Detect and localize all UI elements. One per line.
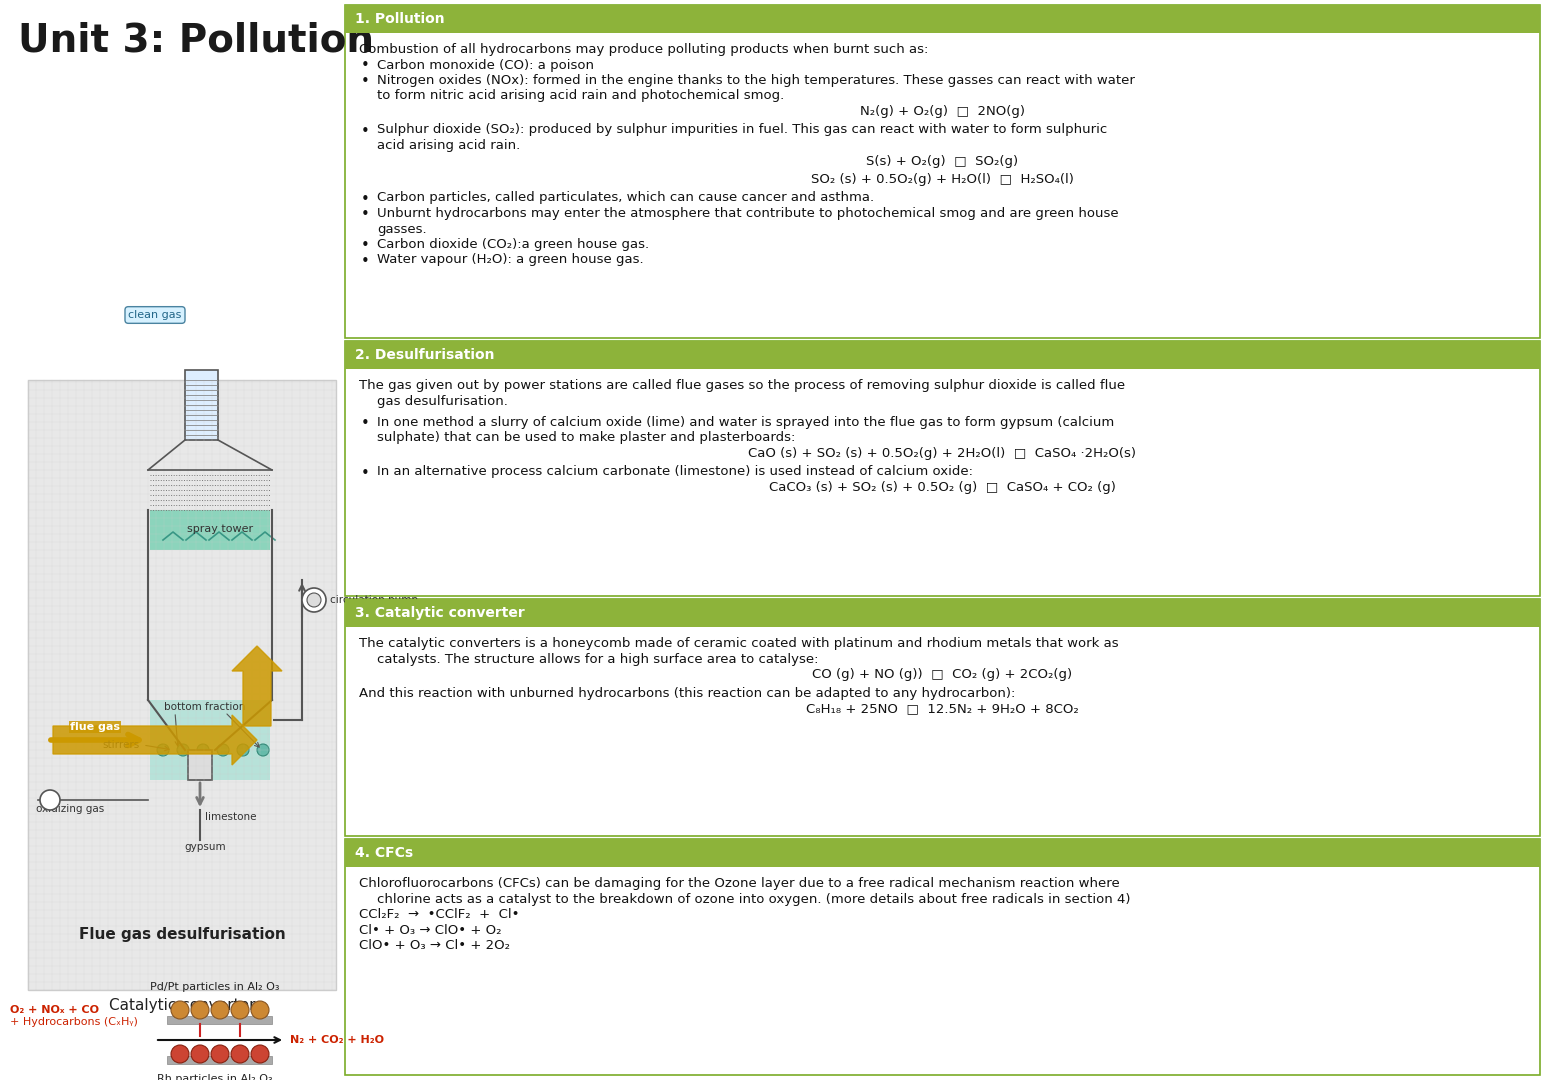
Circle shape (190, 1045, 209, 1063)
Bar (345, 5, 1540, 338)
Text: C₈H₁₈ + 25NO  □  12.5N₂ + 9H₂O + 8CO₂: C₈H₁₈ + 25NO □ 12.5N₂ + 9H₂O + 8CO₂ (805, 702, 1078, 715)
Text: CaCO₃ (s) + SO₂ (s) + 0.5O₂ (g)  □  CaSO₄ + CO₂ (g): CaCO₃ (s) + SO₂ (s) + 0.5O₂ (g) □ CaSO₄ … (769, 481, 1115, 494)
Text: •: • (360, 238, 370, 253)
Text: Combustion of all hydrocarbons may produce polluting products when burnt such as: Combustion of all hydrocarbons may produ… (359, 43, 928, 56)
Bar (345, 341, 1540, 369)
Text: •: • (360, 75, 370, 89)
Text: And this reaction with unburned hydrocarbons (this reaction can be adapted to an: And this reaction with unburned hydrocar… (359, 687, 1016, 700)
Circle shape (257, 744, 268, 756)
Text: SO₂ (s) + 0.5O₂(g) + H₂O(l)  □  H₂SO₄(l): SO₂ (s) + 0.5O₂(g) + H₂O(l) □ H₂SO₄(l) (811, 173, 1073, 186)
Text: gypsum: gypsum (184, 842, 226, 852)
Text: N₂ + CO₂ + H₂O: N₂ + CO₂ + H₂O (290, 1035, 384, 1045)
Bar (345, 5, 1540, 33)
Circle shape (190, 1001, 209, 1020)
Text: CaO (s) + SO₂ (s) + 0.5O₂(g) + 2H₂O(l)  □  CaSO₄ ·2H₂O(s): CaO (s) + SO₂ (s) + 0.5O₂(g) + 2H₂O(l) □… (747, 447, 1136, 460)
Circle shape (158, 744, 168, 756)
Text: Carbon monoxide (CO): a poison: Carbon monoxide (CO): a poison (378, 58, 594, 71)
Circle shape (172, 1001, 189, 1020)
Text: Nitrogen oxides (NOx): formed in the engine thanks to the high temperatures. The: Nitrogen oxides (NOx): formed in the eng… (378, 75, 1134, 87)
Text: Water vapour (H₂O): a green house gas.: Water vapour (H₂O): a green house gas. (378, 254, 644, 267)
Bar (186, 370, 218, 440)
Text: In one method a slurry of calcium oxide (lime) and water is sprayed into the flu: In one method a slurry of calcium oxide … (378, 416, 1114, 429)
Circle shape (303, 588, 326, 612)
Bar (150, 700, 270, 780)
Circle shape (231, 1045, 250, 1063)
Text: Cl• + O₃ → ClO• + O₂: Cl• + O₃ → ClO• + O₂ (359, 923, 501, 936)
Text: CCl₂F₂  →  •CClF₂  +  Cl•: CCl₂F₂ → •CClF₂ + Cl• (359, 908, 519, 921)
Text: •: • (360, 191, 370, 206)
Circle shape (251, 1045, 268, 1063)
Bar (345, 599, 1540, 836)
Text: Sulphur dioxide (SO₂): produced by sulphur impurities in fuel. This gas can reac: Sulphur dioxide (SO₂): produced by sulph… (378, 123, 1108, 136)
Text: stirrers: stirrers (103, 740, 140, 750)
Text: Unit 3: Pollution: Unit 3: Pollution (19, 22, 374, 60)
Circle shape (217, 744, 229, 756)
Text: 4. CFCs: 4. CFCs (356, 846, 413, 860)
Text: In an alternative process calcium carbonate (limestone) is used instead of calci: In an alternative process calcium carbon… (378, 465, 973, 478)
FancyArrow shape (53, 715, 257, 765)
Text: flue gas: flue gas (70, 723, 120, 732)
Bar (167, 1056, 271, 1064)
Bar (345, 839, 1540, 867)
Text: + Hydrocarbons (CₓHᵧ): + Hydrocarbons (CₓHᵧ) (9, 1017, 137, 1027)
Text: spray tower: spray tower (187, 524, 253, 534)
Text: catalysts. The structure allows for a high surface area to catalyse:: catalysts. The structure allows for a hi… (378, 652, 819, 665)
Circle shape (251, 1001, 268, 1020)
Text: circulation pump: circulation pump (331, 595, 418, 605)
Text: acid arising acid rain.: acid arising acid rain. (378, 139, 519, 152)
Text: Carbon particles, called particulates, which can cause cancer and asthma.: Carbon particles, called particulates, w… (378, 191, 874, 204)
Text: •: • (360, 123, 370, 138)
Circle shape (231, 1001, 250, 1020)
Text: Carbon dioxide (CO₂):a green house gas.: Carbon dioxide (CO₂):a green house gas. (378, 238, 649, 251)
Text: •: • (360, 465, 370, 481)
Text: S(s) + O₂(g)  □  SO₂(g): S(s) + O₂(g) □ SO₂(g) (866, 154, 1019, 167)
Text: 3. Catalytic converter: 3. Catalytic converter (356, 606, 524, 620)
Text: Catalytic converter: Catalytic converter (109, 998, 256, 1013)
Bar (345, 839, 1540, 1075)
Text: •: • (360, 207, 370, 222)
Text: gasses.: gasses. (378, 222, 426, 235)
Bar (189, 750, 212, 780)
Text: Rh particles in Al₂ O₃: Rh particles in Al₂ O₃ (158, 1074, 273, 1080)
Text: •: • (360, 58, 370, 73)
Text: gas desulfurisation.: gas desulfurisation. (378, 394, 509, 407)
Text: O₂ + NOₓ + CO: O₂ + NOₓ + CO (9, 1005, 98, 1015)
Text: limestone: limestone (204, 812, 256, 822)
Text: 1. Pollution: 1. Pollution (356, 12, 445, 26)
Text: The gas given out by power stations are called flue gases so the process of remo: The gas given out by power stations are … (359, 379, 1125, 392)
Bar (345, 599, 1540, 627)
Circle shape (41, 789, 59, 810)
Circle shape (237, 744, 250, 756)
Text: N₂(g) + O₂(g)  □  2NO(g): N₂(g) + O₂(g) □ 2NO(g) (860, 105, 1025, 118)
Circle shape (197, 744, 209, 756)
Text: chlorine acts as a catalyst to the breakdown of ozone into oxygen. (more details: chlorine acts as a catalyst to the break… (378, 892, 1131, 905)
FancyArrow shape (232, 646, 282, 726)
Circle shape (211, 1045, 229, 1063)
Circle shape (176, 744, 189, 756)
Text: •: • (360, 416, 370, 431)
Text: clean gas: clean gas (128, 310, 181, 320)
Text: Unburnt hydrocarbons may enter the atmosphere that contribute to photochemical s: Unburnt hydrocarbons may enter the atmos… (378, 207, 1119, 220)
Text: CO (g) + NO (g))  □  CO₂ (g) + 2CO₂(g): CO (g) + NO (g)) □ CO₂ (g) + 2CO₂(g) (811, 669, 1072, 681)
Circle shape (211, 1001, 229, 1020)
Text: •: • (360, 254, 370, 269)
Circle shape (172, 1045, 189, 1063)
Bar (28, 380, 335, 990)
Bar (345, 341, 1540, 596)
Text: to form nitric acid arising acid rain and photochemical smog.: to form nitric acid arising acid rain an… (378, 90, 785, 103)
Text: Chlorofluorocarbons (CFCs) can be damaging for the Ozone layer due to a free rad: Chlorofluorocarbons (CFCs) can be damagi… (359, 877, 1120, 890)
Text: The catalytic converters is a honeycomb made of ceramic coated with platinum and: The catalytic converters is a honeycomb … (359, 637, 1119, 650)
Text: oxidizing gas: oxidizing gas (36, 804, 105, 814)
Text: ClO• + O₃ → Cl• + 2O₂: ClO• + O₃ → Cl• + 2O₂ (359, 939, 510, 951)
Text: sulphate) that can be used to make plaster and plasterboards:: sulphate) that can be used to make plast… (378, 432, 796, 445)
Text: Pd/Pt particles in Al₂ O₃: Pd/Pt particles in Al₂ O₃ (150, 982, 279, 993)
Circle shape (307, 593, 321, 607)
Text: 2. Desulfurisation: 2. Desulfurisation (356, 348, 495, 362)
Text: Flue gas desulfurisation: Flue gas desulfurisation (78, 928, 285, 943)
Text: bottom fraction: bottom fraction (164, 702, 245, 712)
Bar (167, 1016, 271, 1024)
Bar (150, 510, 270, 550)
